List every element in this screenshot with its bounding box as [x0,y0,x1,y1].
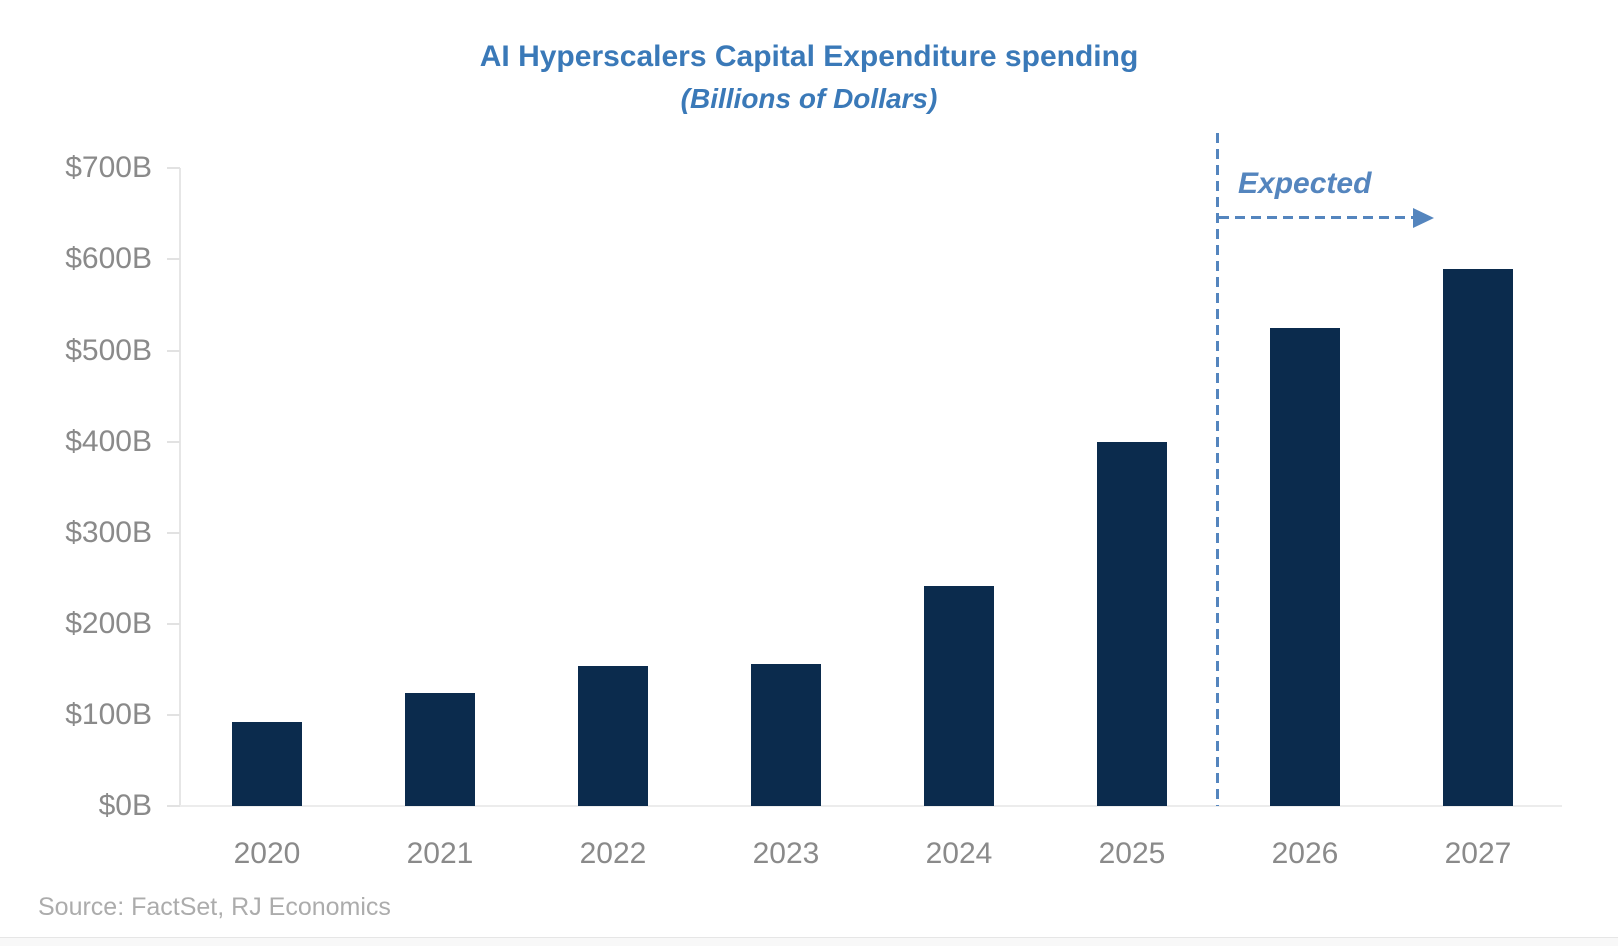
x-axis-label-2023: 2023 [752,837,820,870]
x-axis-label-2020: 2020 [233,837,301,870]
y-axis-tick-300 [167,531,180,534]
bar-2024 [924,586,994,806]
x-axis-label-2022: 2022 [579,837,647,870]
y-axis-label-200: $200B [65,606,152,640]
y-axis-label-600: $600B [65,242,152,276]
source-attribution: Source: FactSet, RJ Economics [38,893,391,921]
y-axis-line [179,168,181,807]
y-axis-tick-0 [167,805,180,807]
y-axis-label-0: $0B [98,789,152,822]
chart-title-suffix: Capital Expenditure spending [706,40,1139,73]
bar-2021 [405,693,475,806]
chart-title: AI Hyperscalers Capital Expenditure spen… [0,38,1618,76]
x-axis-label-2026: 2026 [1271,837,1339,870]
x-axis-label-2021: 2021 [406,837,474,870]
chart-title-prefix: AI [479,40,519,73]
bar-2026 [1270,328,1340,806]
x-axis-label-2025: 2025 [1098,837,1166,870]
y-axis-label-500: $500B [65,333,152,367]
bar-2027 [1443,269,1513,806]
y-axis-tick-200 [167,622,180,625]
y-axis-tick-100 [167,713,180,716]
expected-label: Expected [1238,167,1372,200]
chart-subtitle: (Billions of Dollars) [680,83,938,114]
y-axis-tick-700 [167,167,180,170]
y-axis-tick-600 [167,258,180,261]
x-axis-label-2024: 2024 [925,837,993,870]
page-bottom-border [0,937,1618,946]
y-axis-tick-400 [167,440,180,443]
bar-2025 [1097,442,1167,806]
bar-2023 [751,664,821,806]
bar-2020 [232,722,302,806]
arrow-right-icon [1413,208,1434,228]
bar-2022 [578,666,648,806]
y-axis-label-700: $700B [65,151,152,185]
y-axis-tick-500 [167,349,180,352]
y-axis-label-100: $100B [65,697,152,731]
y-axis-label-300: $300B [65,515,152,549]
x-axis-label-2027: 2027 [1444,837,1512,870]
expected-arrow-line [1219,216,1415,219]
x-axis-baseline [180,805,1562,807]
chart-title-misspelled-word: Hyperscalers [518,38,706,76]
expected-divider-line [1216,133,1219,806]
y-axis-label-400: $400B [65,424,152,458]
